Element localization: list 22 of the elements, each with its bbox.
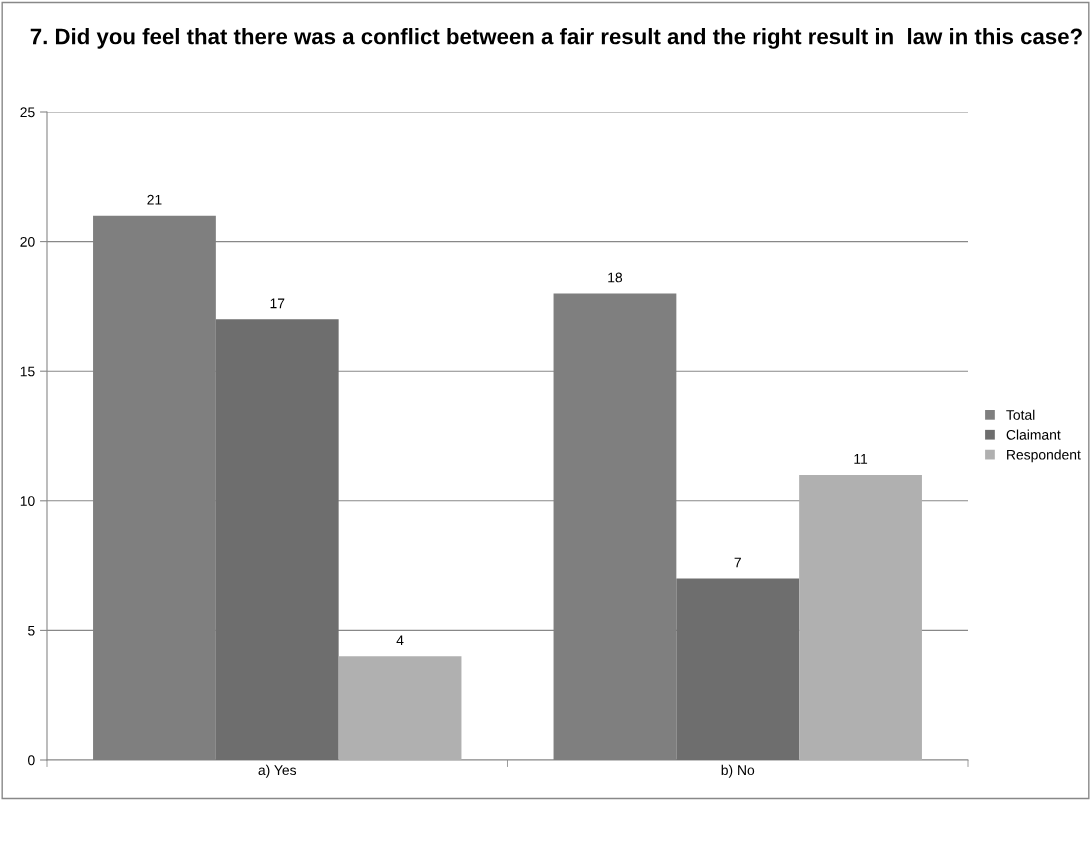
data-label: 7 [734,557,741,568]
bar [338,656,462,760]
x-tick-label: b) No [721,764,755,778]
data-label: 11 [854,454,868,464]
y-tick-label: 15 [20,366,35,377]
y-tick-label: 25 [20,107,35,118]
bar [215,319,339,760]
y-tick-label: 20 [20,236,35,247]
chart-title: 7. Did you feel that there was a conflict between a fair result and the right result in law in this case? [30,28,1082,49]
y-tick-label: 10 [20,496,35,506]
legend-label: Respondent [1007,449,1081,463]
legend-label: Total [1006,409,1035,420]
data-label: 4 [396,635,404,646]
legend-label: Claimant [1006,429,1061,440]
data-label: 17 [270,298,285,309]
data-label: 18 [608,272,623,283]
bar [799,474,922,760]
x-tick-label: a) Yes [258,764,297,778]
y-tick-label: 5 [28,625,35,636]
bar [676,578,800,760]
data-label: 21 [147,194,162,205]
y-tick-label: 0 [28,755,35,766]
